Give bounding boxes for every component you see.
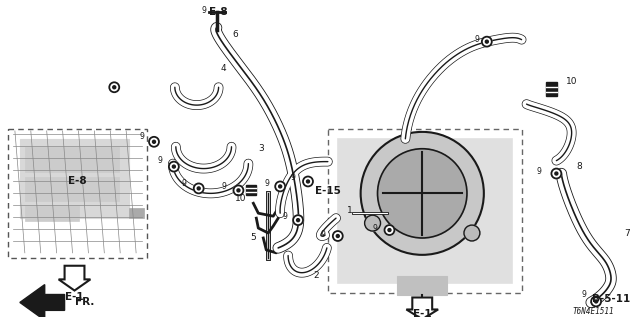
Text: 2: 2 — [313, 271, 319, 280]
Circle shape — [591, 297, 601, 307]
Circle shape — [333, 231, 343, 241]
Circle shape — [365, 215, 381, 231]
Circle shape — [555, 172, 558, 175]
Bar — [25, 177, 119, 201]
Circle shape — [237, 189, 240, 192]
Text: E-1: E-1 — [413, 309, 431, 319]
Bar — [397, 276, 447, 295]
Circle shape — [595, 300, 598, 303]
Text: E-8: E-8 — [209, 7, 228, 17]
Text: 3: 3 — [259, 144, 264, 153]
Circle shape — [303, 177, 313, 187]
Text: 10: 10 — [566, 77, 578, 86]
Circle shape — [275, 181, 285, 191]
Text: 9: 9 — [202, 6, 207, 15]
Bar — [25, 206, 79, 221]
Circle shape — [149, 137, 159, 147]
Text: 9: 9 — [581, 290, 586, 299]
Text: 5: 5 — [250, 234, 256, 243]
Text: E-8: E-8 — [68, 176, 87, 187]
Text: 6: 6 — [233, 30, 239, 39]
Text: 7: 7 — [624, 228, 630, 237]
Circle shape — [385, 225, 394, 235]
Circle shape — [552, 169, 561, 179]
Bar — [246, 185, 257, 195]
Circle shape — [293, 215, 303, 225]
Text: 8: 8 — [576, 162, 582, 171]
Bar — [20, 139, 129, 218]
Circle shape — [169, 162, 179, 172]
Polygon shape — [59, 266, 90, 291]
Text: E-15: E-15 — [315, 186, 340, 196]
Text: 9: 9 — [290, 173, 295, 182]
Text: 9: 9 — [264, 179, 269, 188]
Text: 9: 9 — [139, 132, 144, 141]
Circle shape — [197, 187, 200, 190]
Circle shape — [464, 225, 480, 241]
FancyBboxPatch shape — [328, 129, 522, 292]
Polygon shape — [20, 284, 65, 320]
Circle shape — [482, 37, 492, 47]
Bar — [25, 147, 119, 172]
Circle shape — [234, 185, 243, 195]
Text: 9: 9 — [157, 156, 162, 165]
Circle shape — [361, 132, 484, 255]
Text: B-5-11: B-5-11 — [592, 294, 630, 304]
Circle shape — [388, 228, 391, 232]
Circle shape — [194, 183, 204, 193]
Text: 9: 9 — [321, 229, 326, 238]
Text: 1: 1 — [347, 206, 353, 215]
Bar — [338, 139, 511, 283]
Text: 9: 9 — [372, 224, 378, 233]
Text: 4: 4 — [221, 64, 227, 73]
Text: FR.: FR. — [74, 297, 94, 308]
Text: 10: 10 — [235, 194, 246, 203]
Circle shape — [378, 149, 467, 238]
Text: 9: 9 — [282, 212, 287, 221]
Text: E-1: E-1 — [65, 292, 84, 302]
Text: 9: 9 — [536, 167, 541, 176]
Circle shape — [485, 40, 488, 43]
Text: 9: 9 — [182, 179, 187, 188]
Circle shape — [152, 140, 156, 143]
Bar — [129, 208, 144, 218]
Text: 9: 9 — [475, 35, 480, 44]
Circle shape — [307, 180, 310, 183]
Circle shape — [113, 86, 116, 89]
Text: T6N4E1511: T6N4E1511 — [572, 307, 614, 316]
FancyBboxPatch shape — [8, 129, 147, 258]
Polygon shape — [406, 298, 438, 319]
Circle shape — [172, 165, 175, 168]
Text: 9: 9 — [221, 182, 227, 191]
Circle shape — [296, 219, 300, 222]
Circle shape — [109, 82, 119, 92]
Circle shape — [336, 235, 339, 237]
Bar — [547, 82, 557, 96]
Circle shape — [278, 185, 282, 188]
